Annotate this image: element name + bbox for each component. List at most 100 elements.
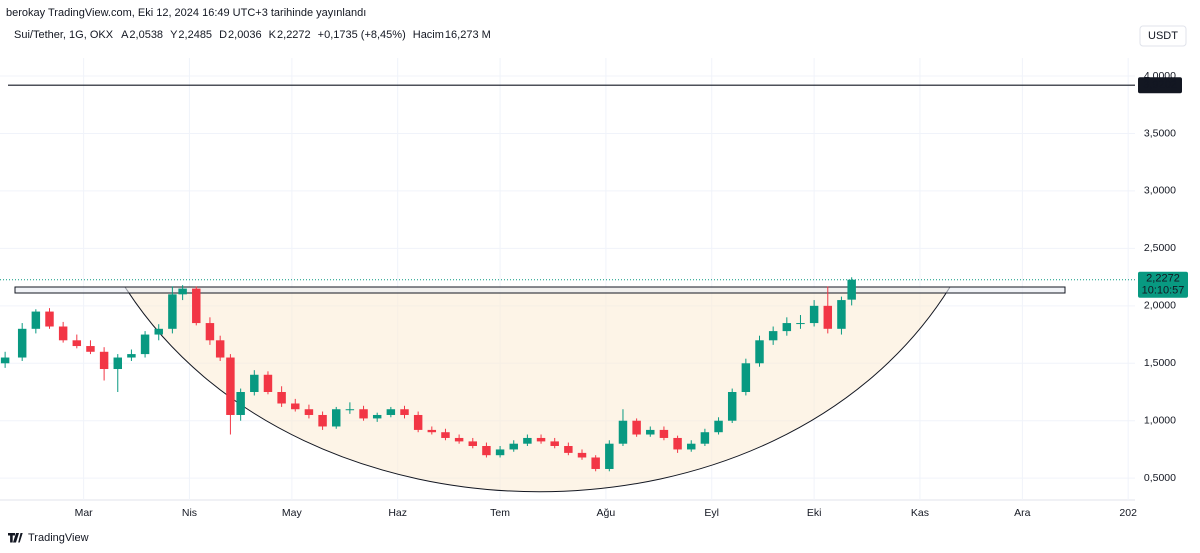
y-tick-label: 2,5000 bbox=[1144, 242, 1176, 254]
candle-body bbox=[127, 354, 136, 358]
y-tick-label: 3,0000 bbox=[1144, 185, 1176, 197]
candle-body bbox=[192, 288, 201, 324]
currency: USDT bbox=[1148, 30, 1178, 42]
x-tick-label: Ağu bbox=[597, 507, 616, 519]
candle-body bbox=[837, 300, 846, 329]
candle-body bbox=[427, 429, 437, 433]
candle-body bbox=[847, 279, 856, 300]
legend: Sui/Tether, 1G, OKX A 2,0538 Y 2,2485 D 2,003… bbox=[14, 29, 491, 41]
candle-body bbox=[646, 429, 655, 435]
hline-label: 3,9202 bbox=[1143, 79, 1177, 91]
candle-body bbox=[605, 443, 614, 469]
candle-body bbox=[700, 432, 710, 444]
candle-body bbox=[591, 457, 600, 469]
candle-body bbox=[178, 288, 187, 295]
candle-body bbox=[482, 445, 491, 456]
x-tick-label: Nis bbox=[182, 507, 197, 519]
candle-body bbox=[400, 409, 409, 415]
candle-body bbox=[495, 449, 505, 456]
candle-body bbox=[441, 432, 450, 438]
x-tick-label: Mar bbox=[75, 507, 94, 519]
candle-body bbox=[250, 374, 259, 392]
currency-box[interactable] bbox=[1139, 25, 1187, 47]
candle-body bbox=[536, 437, 546, 442]
x-tick-label: Kas bbox=[911, 507, 929, 519]
candle-body bbox=[86, 346, 95, 352]
ohlc-value: 2,2485 bbox=[178, 29, 212, 41]
candle-body bbox=[236, 391, 245, 415]
ohlc-key: D bbox=[219, 29, 227, 41]
candle-body bbox=[154, 328, 163, 335]
ohlc-value: 2,0036 bbox=[228, 29, 262, 41]
candle-body bbox=[659, 429, 669, 438]
cup-curve bbox=[124, 286, 951, 493]
candle-body bbox=[226, 357, 235, 415]
ohlc-key: Y bbox=[170, 29, 178, 41]
candle-body bbox=[468, 441, 478, 446]
candle-body bbox=[741, 363, 751, 392]
hline-label-box bbox=[1138, 77, 1182, 94]
candle-body bbox=[58, 326, 68, 341]
candle-body bbox=[99, 351, 109, 370]
candle-body bbox=[577, 452, 587, 458]
candle-body bbox=[564, 445, 573, 453]
candle-body bbox=[31, 311, 41, 329]
candle-body bbox=[72, 340, 82, 347]
candle-body bbox=[454, 437, 464, 442]
candle-body bbox=[45, 311, 54, 327]
ohlc-value: 2,2272 bbox=[277, 29, 311, 41]
candle-body bbox=[113, 357, 122, 370]
candle-body bbox=[263, 374, 273, 392]
volume-key: Hacim bbox=[413, 29, 444, 41]
y-tick-label: 3,5000 bbox=[1144, 127, 1176, 139]
y-tick-label: 2,0000 bbox=[1144, 300, 1176, 312]
y-tick-label: 1,5000 bbox=[1144, 357, 1176, 369]
candle-body bbox=[768, 331, 778, 341]
candle-body bbox=[755, 340, 764, 364]
symbol: Sui/Tether, 1G, OKX bbox=[14, 29, 114, 41]
candle-body bbox=[304, 409, 314, 415]
candle-body bbox=[413, 414, 423, 430]
candle-body bbox=[509, 443, 518, 450]
y-tick-label: 1,0000 bbox=[1144, 415, 1176, 427]
candle-body bbox=[0, 357, 10, 364]
change: +0,1735 (+8,45%) bbox=[318, 29, 406, 41]
publisher: berokay TradingView.com, Eki 12, 2024 16… bbox=[6, 7, 366, 19]
x-tick-label: Eyl bbox=[704, 507, 719, 519]
footer: TradingView bbox=[28, 532, 89, 544]
candle-body bbox=[205, 323, 215, 341]
candle-body bbox=[673, 437, 682, 450]
candle-body bbox=[168, 294, 177, 329]
candle-body bbox=[550, 441, 559, 446]
last-price-label: 2,2272 bbox=[1146, 273, 1180, 285]
volume: 16,273 M bbox=[445, 29, 491, 41]
candle-body bbox=[359, 409, 368, 419]
candle-body bbox=[618, 420, 628, 444]
candle-body bbox=[17, 328, 27, 358]
x-tick-label: Ara bbox=[1014, 507, 1031, 519]
candle-body bbox=[332, 409, 341, 427]
countdown: 10:10:57 bbox=[1142, 285, 1185, 297]
last-price-box bbox=[1138, 271, 1188, 298]
candle-body bbox=[386, 409, 396, 415]
candle-body bbox=[823, 305, 833, 329]
candle-body bbox=[140, 334, 150, 355]
resistance-zone bbox=[14, 286, 1066, 294]
ohlc-key: K bbox=[269, 29, 277, 41]
candle-body bbox=[215, 340, 225, 358]
candle-body bbox=[687, 443, 696, 450]
candle-body bbox=[345, 409, 355, 411]
ohlc-key: A bbox=[121, 29, 129, 41]
candle-body bbox=[291, 403, 300, 410]
candle-body bbox=[277, 391, 286, 404]
candle-body bbox=[523, 437, 532, 444]
candle-body bbox=[809, 305, 819, 324]
cup-fill bbox=[125, 287, 950, 492]
y-tick-label: 0,5000 bbox=[1144, 472, 1176, 484]
candle-body bbox=[714, 420, 723, 433]
candle-body bbox=[372, 414, 382, 419]
candle-body bbox=[727, 391, 737, 421]
x-tick-label: Eki bbox=[807, 507, 822, 519]
